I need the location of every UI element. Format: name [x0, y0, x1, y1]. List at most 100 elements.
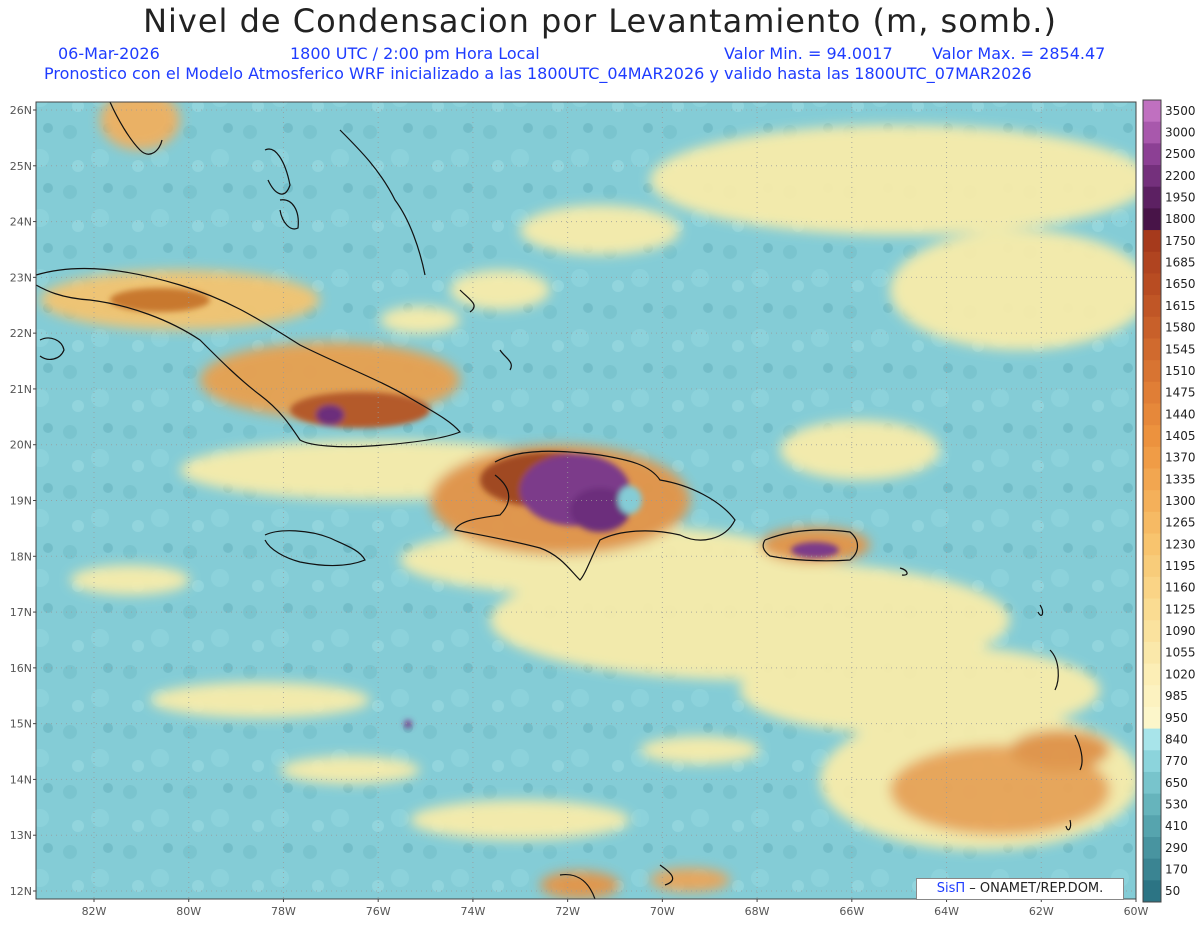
colorbar-label: 1335 [1165, 472, 1196, 486]
colorbar: 3500 3000 2500 2200 1950 1800 1750 1685 1650 1615… [1142, 99, 1196, 903]
colorbar-swatch [1143, 750, 1161, 773]
lat-tick-label: 19N [10, 495, 32, 508]
lon-tick-label: 72W [555, 905, 580, 918]
colorbar-swatch [1143, 360, 1161, 383]
colorbar-swatch [1143, 555, 1161, 578]
map-title: Nivel de Condensacion por Levantamiento … [143, 2, 1057, 40]
field-shading [36, 102, 1136, 899]
colorbar-label: 1300 [1165, 494, 1196, 508]
credit-label: SisΠ – ONAMET/REP.DOM. [916, 878, 1124, 900]
lat-tick-label: 22N [10, 327, 32, 340]
colorbar-swatch [1143, 121, 1161, 144]
colorbar-swatch [1143, 165, 1161, 188]
colorbar-label: 950 [1165, 711, 1188, 725]
colorbar-swatch [1143, 836, 1161, 860]
lat-tick-label: 16N [10, 662, 32, 675]
lat-tick-label: 25N [10, 160, 32, 173]
credit-org: – ONAMET/REP.DOM. [965, 881, 1104, 896]
colorbar-swatch [1143, 771, 1161, 795]
colorbar-swatch [1143, 273, 1161, 296]
colorbar-swatch [1143, 511, 1161, 535]
lon-tick-label: 78W [271, 905, 296, 918]
graticule [36, 102, 1137, 899]
lat-tick-label: 14N [10, 773, 32, 786]
lon-tick-label: 66W [839, 905, 864, 918]
lat-tick-label: 24N [10, 216, 32, 229]
coastlines [35, 101, 1083, 900]
colorbar-label: 650 [1165, 776, 1188, 790]
longitude-labels: 82W 80W 78W 76W 74W 72W 70W 68W 66W 64W 62W 60W [82, 899, 1149, 918]
colorbar-label: 1055 [1165, 646, 1196, 660]
colorbar-swatch [1143, 490, 1161, 513]
colorbar-label: 1650 [1165, 277, 1196, 291]
colorbar-label: 1195 [1165, 559, 1196, 573]
colorbar-swatch [1143, 815, 1161, 838]
colorbar-swatch [1143, 403, 1161, 426]
colorbar-label: 1580 [1165, 321, 1196, 335]
lat-tick-label: 17N [10, 606, 32, 619]
colorbar-swatch [1143, 728, 1161, 751]
colorbar-label: 1440 [1165, 407, 1196, 421]
lat-tick-label: 26N [10, 104, 32, 117]
colorbar-swatch [1143, 316, 1161, 339]
colorbar-label: 3000 [1165, 126, 1196, 140]
forecast-date: 06-Mar-2026 [58, 44, 160, 63]
lon-tick-label: 80W [176, 905, 201, 918]
lat-tick-label: 21N [10, 383, 32, 396]
lon-tick-label: 60W [1124, 905, 1149, 918]
colorbar-swatch [1143, 446, 1161, 469]
colorbar-label: 1615 [1165, 299, 1196, 313]
colorbar-label: 1685 [1165, 256, 1196, 270]
colorbar-swatch [1143, 425, 1161, 448]
lon-tick-label: 82W [82, 905, 107, 918]
colorbar-label: 840 [1165, 732, 1188, 746]
colorbar-swatch [1143, 663, 1161, 686]
model-info: Pronostico con el Modelo Atmosferico WRF… [44, 64, 1032, 83]
colorbar-label: 50 [1165, 884, 1180, 898]
lat-tick-label: 12N [10, 885, 32, 898]
colorbar-label: 1020 [1165, 667, 1196, 681]
forecast-time: 1800 UTC / 2:00 pm Hora Local [290, 44, 540, 63]
colorbar-label: 1545 [1165, 342, 1196, 356]
colorbar-label: 1475 [1165, 386, 1196, 400]
colorbar-swatch [1143, 533, 1161, 556]
colorbar-swatch [1143, 295, 1161, 318]
colorbar-swatch [1143, 793, 1161, 816]
lon-tick-label: 74W [460, 905, 485, 918]
lon-tick-label: 76W [366, 905, 391, 918]
colorbar-swatch [1143, 208, 1161, 231]
colorbar-label: 1950 [1165, 191, 1196, 205]
lat-tick-label: 23N [10, 271, 32, 284]
colorbar-label: 985 [1165, 689, 1188, 703]
colorbar-swatch [1143, 576, 1161, 600]
colorbar-label: 1125 [1165, 602, 1196, 616]
colorbar-swatch [1143, 186, 1161, 209]
lon-tick-label: 62W [1029, 905, 1054, 918]
lat-tick-label: 18N [10, 550, 32, 563]
colorbar-swatch [1143, 230, 1161, 253]
colorbar-swatch [1143, 620, 1161, 643]
colorbar-label: 1265 [1165, 516, 1196, 530]
colorbar-label: 2200 [1165, 169, 1196, 183]
colorbar-swatch [1143, 100, 1161, 123]
colorbar-swatch [1143, 685, 1161, 708]
colorbar-frame [1142, 99, 1162, 903]
lon-tick-label: 70W [650, 905, 675, 918]
colorbar-swatch [1143, 381, 1161, 404]
colorbar-label: 1160 [1165, 581, 1196, 595]
colorbar-swatch [1143, 143, 1161, 166]
colorbar-label: 170 [1165, 862, 1188, 876]
colorbar-label: 1800 [1165, 212, 1196, 226]
colorbar-label: 530 [1165, 797, 1188, 811]
colorbar-label: 290 [1165, 841, 1188, 855]
lon-tick-label: 68W [745, 905, 770, 918]
max-value: Valor Max. = 2854.47 [932, 44, 1106, 63]
lon-tick-label: 64W [934, 905, 959, 918]
colorbar-swatch [1143, 880, 1161, 903]
colorbar-label: 2500 [1165, 147, 1196, 161]
colorbar-swatch [1143, 706, 1161, 730]
colorbar-label: 1750 [1165, 234, 1196, 248]
colorbar-swatch [1143, 251, 1161, 274]
lat-tick-label: 15N [10, 718, 32, 731]
